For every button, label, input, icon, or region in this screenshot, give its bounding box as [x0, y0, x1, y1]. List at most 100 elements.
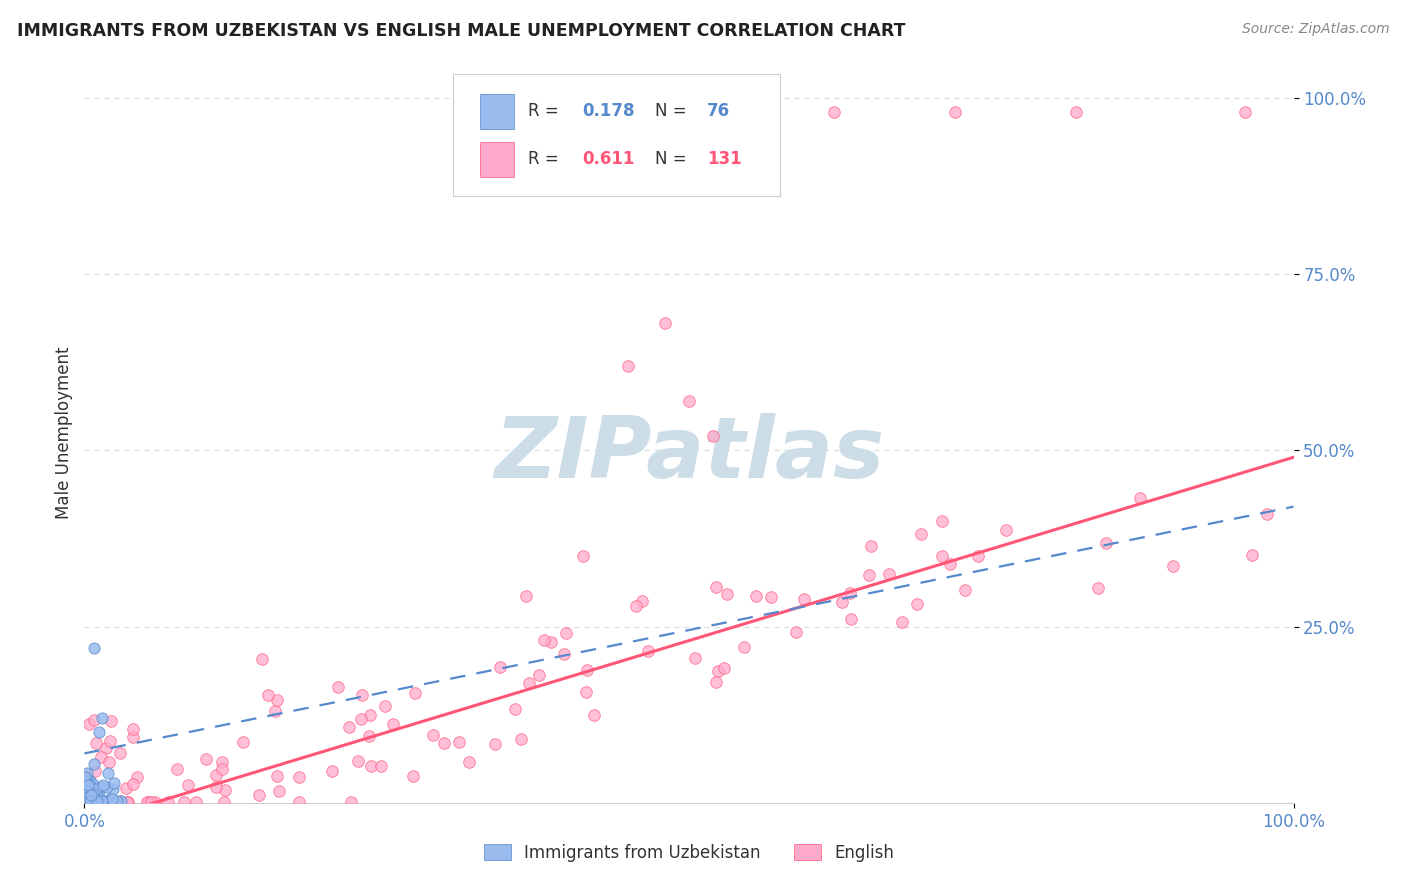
Point [256, 688, 278, 702]
Point [83, 640, 105, 655]
Point [554, 626, 576, 640]
Point [1064, 104, 1087, 119]
Point [77, 772, 100, 787]
Point [105, 794, 128, 808]
Point [100, 714, 122, 728]
Point [1095, 536, 1118, 550]
Point [135, 795, 157, 809]
Point [823, 104, 845, 119]
Point [77, 786, 100, 800]
Point [79, 794, 101, 808]
FancyBboxPatch shape [479, 142, 513, 178]
Point [617, 359, 640, 373]
Point [340, 795, 363, 809]
Point [716, 587, 738, 601]
Point [122, 722, 145, 736]
Point [84, 736, 107, 750]
Point [831, 595, 853, 609]
Point [706, 665, 728, 679]
Point [793, 592, 815, 607]
Point [910, 527, 932, 541]
Point [80, 789, 103, 804]
Point [76, 779, 98, 793]
Point [488, 660, 510, 674]
Point [73, 773, 96, 788]
Point [214, 783, 236, 797]
Point [761, 590, 783, 604]
Point [195, 752, 218, 766]
Point [517, 676, 540, 690]
Point [404, 686, 426, 700]
Point [91, 795, 114, 809]
Point [166, 762, 188, 776]
Point [75, 791, 97, 805]
Point [359, 729, 381, 743]
Point [533, 633, 555, 648]
Point [94, 741, 117, 756]
Point [84, 789, 107, 804]
Point [630, 593, 652, 607]
Point [82, 788, 104, 802]
Point [86, 792, 108, 806]
Point [745, 590, 768, 604]
Point [75, 771, 97, 785]
Point [83, 784, 105, 798]
Point [352, 688, 374, 702]
Point [859, 539, 882, 553]
Point [73, 784, 96, 798]
Point [1256, 507, 1278, 521]
Point [97, 766, 120, 780]
Point [84, 786, 107, 800]
Text: 76: 76 [707, 103, 730, 120]
Point [96, 795, 118, 809]
Point [250, 651, 273, 665]
Point [98, 733, 121, 747]
Point [321, 764, 343, 778]
Point [84, 782, 107, 797]
Point [186, 795, 208, 809]
Point [156, 795, 179, 809]
Point [401, 768, 423, 782]
Point [89, 780, 111, 794]
Point [76, 778, 98, 792]
Point [572, 549, 595, 563]
Point [685, 650, 707, 665]
Point [83, 713, 105, 727]
Point [266, 769, 288, 783]
Point [90, 795, 112, 809]
Point [77, 794, 100, 808]
Point [121, 731, 143, 745]
Point [75, 780, 97, 794]
Point [87, 788, 110, 802]
FancyBboxPatch shape [479, 94, 513, 129]
Point [422, 728, 444, 742]
Point [73, 789, 96, 803]
Point [575, 685, 598, 699]
Point [79, 794, 101, 808]
Point [143, 795, 166, 809]
Point [117, 795, 139, 809]
Point [79, 793, 101, 807]
Point [75, 791, 97, 805]
Point [733, 640, 755, 654]
Legend: Immigrants from Uzbekistan, English: Immigrants from Uzbekistan, English [478, 838, 900, 869]
Point [76, 779, 98, 793]
Point [637, 643, 659, 657]
Point [77, 717, 100, 731]
Point [838, 586, 860, 600]
Point [576, 663, 599, 677]
Point [91, 711, 114, 725]
Point [110, 746, 132, 760]
Point [447, 735, 470, 749]
Point [80, 790, 103, 805]
Point [267, 784, 290, 798]
Point [212, 795, 235, 809]
Point [77, 778, 100, 792]
Point [82, 777, 104, 791]
Point [994, 523, 1017, 537]
Point [97, 794, 120, 808]
Point [76, 794, 98, 808]
Point [86, 794, 108, 808]
FancyBboxPatch shape [453, 73, 780, 195]
Point [931, 549, 953, 564]
